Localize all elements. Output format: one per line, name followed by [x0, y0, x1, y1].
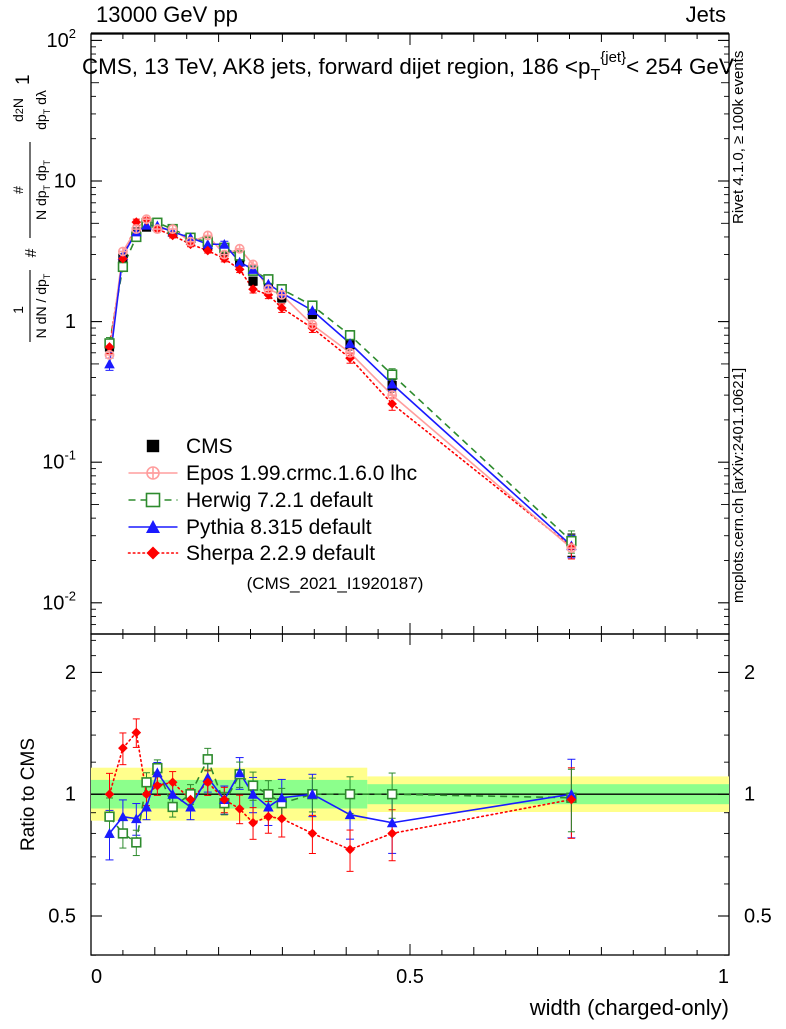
svg-text:0.5: 0.5: [744, 906, 772, 928]
svg-text:1: 1: [13, 74, 34, 85]
svg-text:1: 1: [718, 966, 729, 988]
svg-text:1: 1: [65, 311, 76, 333]
svg-text:Herwig 7.2.1 default: Herwig 7.2.1 default: [186, 489, 373, 512]
svg-text:mcplots.cern.ch [arXiv:2401.10: mcplots.cern.ch [arXiv:2401.10621]: [730, 368, 747, 603]
svg-text:Rivet 4.1.0, ≥ 100k events: Rivet 4.1.0, ≥ 100k events: [730, 51, 747, 224]
svg-text:1: 1: [65, 784, 76, 806]
svg-text:0.5: 0.5: [48, 906, 76, 928]
svg-text:0: 0: [91, 966, 102, 988]
svg-text:2: 2: [744, 662, 755, 684]
svg-text:1: 1: [10, 306, 26, 314]
svg-text:1: 1: [744, 784, 755, 806]
svg-text:CMS: CMS: [186, 435, 233, 458]
svg-text:#: #: [23, 248, 40, 257]
svg-text:(CMS_2021_I1920187): (CMS_2021_I1920187): [247, 574, 424, 593]
svg-text:Ratio to CMS: Ratio to CMS: [18, 738, 39, 851]
svg-text:#: #: [10, 186, 26, 194]
svg-text:Sherpa 2.2.9 default: Sherpa 2.2.9 default: [186, 542, 375, 565]
svg-text:13000 GeV pp: 13000 GeV pp: [96, 2, 238, 27]
svg-text:0.5: 0.5: [396, 966, 424, 988]
svg-text:Pythia 8.315 default: Pythia 8.315 default: [186, 516, 372, 539]
svg-text:Jets: Jets: [686, 2, 726, 27]
svg-text:2: 2: [65, 662, 76, 684]
svg-text:CMS, 13 TeV, AK8 jets, forward: CMS, 13 TeV, AK8 jets, forward dijet reg…: [82, 49, 734, 84]
svg-text:10: 10: [54, 171, 76, 193]
svg-text:Epos 1.99.crmc.1.6.0 lhc: Epos 1.99.crmc.1.6.0 lhc: [186, 462, 417, 485]
svg-text:width (charged-only): width (charged-only): [529, 995, 729, 1020]
